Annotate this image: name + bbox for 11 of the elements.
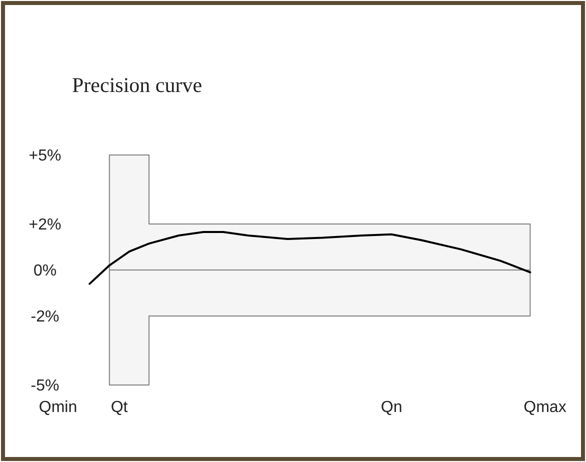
x-tick-label: Qmin — [38, 399, 78, 416]
y-tick-label: -2% — [30, 308, 60, 326]
y-tick-label: +5% — [28, 148, 62, 165]
chart-title: Precision curve — [72, 73, 202, 97]
x-tick-label: Qmax — [524, 399, 566, 416]
y-tick-label: +2% — [28, 216, 62, 234]
x-tick-label: Qn — [380, 399, 402, 416]
y-tick-label: 0% — [33, 262, 57, 280]
x-tick-label: Qt — [110, 399, 128, 416]
line-series — [88, 231, 532, 285]
y-tick-label: -5% — [30, 378, 60, 395]
